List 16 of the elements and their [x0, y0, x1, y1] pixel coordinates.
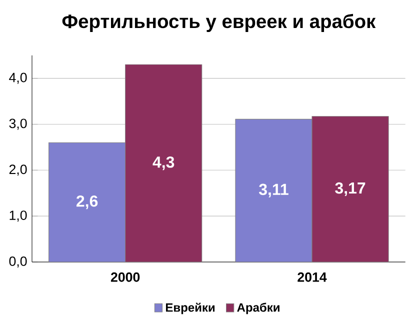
y-tick-label: 2,0 [9, 164, 27, 176]
bar [48, 142, 126, 262]
chart-title: Фертильность у евреек и арабок [62, 14, 376, 32]
data-label: 3,17 [335, 182, 366, 196]
legend-label: Арабки [237, 302, 280, 314]
data-label: 3,11 [258, 184, 288, 198]
y-tick-label: 0,0 [9, 256, 27, 268]
data-label: 4,3 [152, 156, 174, 170]
data-label: 2,6 [76, 195, 98, 210]
x-tick-label: 2014 [298, 272, 327, 282]
x-tick-label: 2000 [110, 272, 140, 282]
legend-label: Еврейки [166, 302, 215, 314]
bar [235, 118, 312, 262]
y-tick-label: 4,0 [9, 72, 27, 84]
y-tick-label: 3,0 [9, 118, 27, 130]
y-tick-label: 1,0 [10, 210, 27, 222]
